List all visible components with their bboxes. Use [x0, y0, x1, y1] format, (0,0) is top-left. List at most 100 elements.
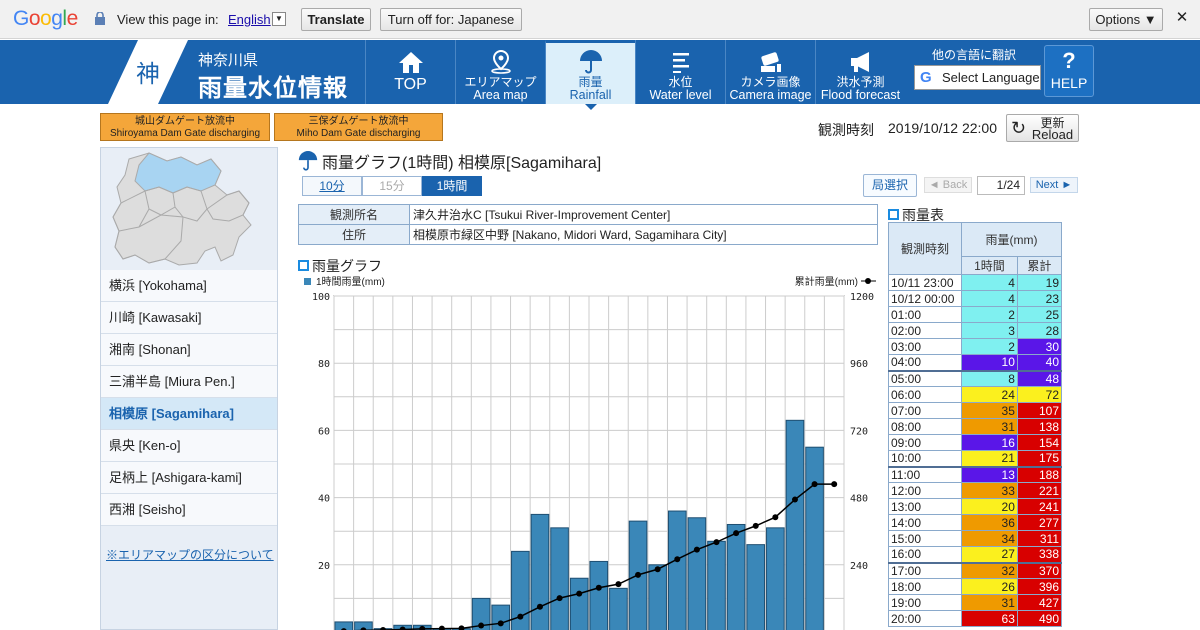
- nav-water-level[interactable]: 水位 Water level: [635, 40, 725, 104]
- tab-1hour[interactable]: 1時間: [422, 176, 482, 196]
- next-button[interactable]: Next ►: [1030, 177, 1078, 193]
- y-tick-right: 240: [850, 561, 868, 572]
- row-cum: 40: [1016, 354, 1063, 371]
- row-1h: 20: [961, 498, 1018, 515]
- station-name-label: 観測所名: [298, 204, 410, 225]
- rainfall-chart: 100 80 60 40 20 1200 960 720 480 240 1時間雨量(mm) 累計雨量…: [304, 275, 876, 630]
- nav-rainfall[interactable]: 雨量 Rainfall: [545, 40, 635, 110]
- row-time: 06:00: [888, 386, 962, 403]
- system-name: 雨量水位情報: [198, 75, 348, 102]
- nav-rainfall-label: 雨量: [578, 75, 603, 89]
- row-time: 08:00: [888, 418, 962, 435]
- row-time: 14:00: [888, 514, 962, 531]
- row-cum: 25: [1016, 306, 1063, 323]
- row-1h: 2: [961, 338, 1018, 355]
- row-cum: 490: [1016, 610, 1063, 627]
- table-row: 11:00 13 188: [888, 465, 1063, 483]
- row-1h: 21: [961, 450, 1018, 467]
- table-row: 05:00 8 48: [888, 369, 1063, 387]
- cumulative-point: [595, 584, 602, 591]
- sidebar: 横浜 [Yokohama] 川崎 [Kawasaki] 湘南 [Shonan] 三浦半…: [100, 147, 278, 630]
- cumulative-point: [478, 622, 485, 629]
- legend-bar-label: 1時間雨量(mm): [316, 276, 385, 288]
- sidebar-item[interactable]: 西湘 [Seisho]: [101, 494, 277, 526]
- sidebar-item[interactable]: 県央 [Ken-o]: [101, 430, 277, 462]
- y-tick-left: 80: [318, 359, 330, 370]
- row-time: 10:00: [888, 450, 962, 467]
- address-label: 住所: [298, 224, 410, 245]
- row-cum: 138: [1016, 418, 1063, 435]
- graph-heading: 雨量グラフ: [298, 256, 382, 276]
- row-cum: 30: [1016, 338, 1063, 355]
- sidebar-item[interactable]: 川崎 [Kawasaki]: [101, 302, 277, 334]
- map-pin-icon: [491, 50, 511, 74]
- bar: [530, 513, 550, 630]
- sidebar-item[interactable]: 三浦半島 [Miura Pen.]: [101, 366, 277, 398]
- cumulative-point: [791, 496, 798, 503]
- google-g-icon: G: [920, 69, 932, 86]
- area-list: 横浜 [Yokohama] 川崎 [Kawasaki] 湘南 [Shonan] 三浦半…: [101, 270, 277, 526]
- nav-area-map[interactable]: エリアマップ Area map: [455, 40, 545, 104]
- translate-button[interactable]: Translate: [301, 8, 371, 31]
- tab-10min[interactable]: 10分: [302, 176, 362, 196]
- table-row: 16:00 27 338: [888, 546, 1063, 563]
- sidebar-item[interactable]: 相模原 [Sagamihara]: [101, 398, 277, 430]
- page-indicator[interactable]: 1/24: [977, 176, 1025, 195]
- row-cum: 188: [1016, 465, 1063, 483]
- options-button[interactable]: Options ▼: [1089, 8, 1163, 31]
- help-button[interactable]: ? HELP: [1044, 45, 1094, 97]
- sidebar-item[interactable]: 湘南 [Shonan]: [101, 334, 277, 366]
- station-select-button[interactable]: 局選択: [863, 174, 917, 197]
- alert-miho[interactable]: 三保ダムゲート放流中 Miho Dam Gate discharging: [274, 113, 443, 141]
- nav-flood-forecast[interactable]: 洪水予測 Flood forecast: [815, 40, 905, 104]
- water-level-icon: [673, 53, 689, 73]
- nav-flood-label: 洪水予測: [836, 75, 885, 89]
- cumulative-point: [831, 481, 838, 488]
- table-row: 17:00 32 370: [888, 561, 1063, 579]
- area-map-note-link[interactable]: ※エリアマップの区分について: [106, 548, 274, 562]
- brand[interactable]: 神 神奈川県 雨量水位情報: [108, 40, 363, 104]
- alert-shiroyama[interactable]: 城山ダムゲート放流中 Shiroyama Dam Gate discharging: [100, 113, 270, 141]
- row-cum: 396: [1016, 578, 1063, 595]
- row-cum: 23: [1016, 290, 1063, 307]
- nav-top[interactable]: TOP: [365, 40, 455, 104]
- help-label: HELP: [1050, 75, 1088, 91]
- google-logo: Google: [13, 7, 78, 30]
- row-1h: 16: [961, 434, 1018, 451]
- nav-camera-image[interactable]: カメラ画像 Camera image: [725, 40, 815, 104]
- cumulative-point: [654, 566, 661, 573]
- bar: [746, 544, 766, 630]
- row-1h: 2: [961, 306, 1018, 323]
- chevron-down-icon[interactable]: ▼: [272, 12, 286, 26]
- language-link[interactable]: English: [228, 12, 271, 27]
- reload-button[interactable]: ↻ 更新 Reload: [1006, 114, 1079, 142]
- turn-off-button[interactable]: Turn off for: Japanese: [380, 8, 522, 31]
- row-1h: 10: [961, 354, 1018, 371]
- table-row: 18:00 26 396: [888, 578, 1063, 595]
- area-map-thumbnail[interactable]: [109, 151, 269, 269]
- sidebar-item[interactable]: 横浜 [Yokohama]: [101, 270, 277, 302]
- row-1h: 33: [961, 482, 1018, 499]
- bar: [550, 527, 569, 630]
- row-1h: 3: [961, 322, 1018, 339]
- cumulative-point: [438, 625, 445, 630]
- view-label: View this page in:: [117, 12, 219, 27]
- umbrella-icon: [580, 50, 602, 74]
- cumulative-point: [360, 627, 367, 630]
- col-cum-header: 累計: [1016, 256, 1063, 275]
- language-select[interactable]: G Select Language: [914, 65, 1041, 90]
- sidebar-item[interactable]: 足柄上 [Ashigara-kami]: [101, 462, 277, 494]
- table-row: 03:00 2 30: [888, 338, 1063, 355]
- legend-line-label: 累計雨量(mm): [795, 275, 858, 288]
- nav-flood-label-en: Flood forecast: [820, 88, 901, 102]
- cumulative-point: [674, 556, 681, 563]
- row-1h: 32: [961, 561, 1018, 579]
- row-1h: 4: [961, 274, 1018, 291]
- row-1h: 34: [961, 530, 1018, 547]
- bar: [785, 419, 805, 630]
- row-1h: 31: [961, 418, 1018, 435]
- bar: [569, 577, 589, 630]
- page-title-text: 雨量グラフ(1時間) 相模原[Sagamihara]: [322, 155, 602, 172]
- table-row: 10/12 00:00 4 23: [888, 290, 1063, 307]
- close-icon[interactable]: ✕: [1175, 9, 1189, 26]
